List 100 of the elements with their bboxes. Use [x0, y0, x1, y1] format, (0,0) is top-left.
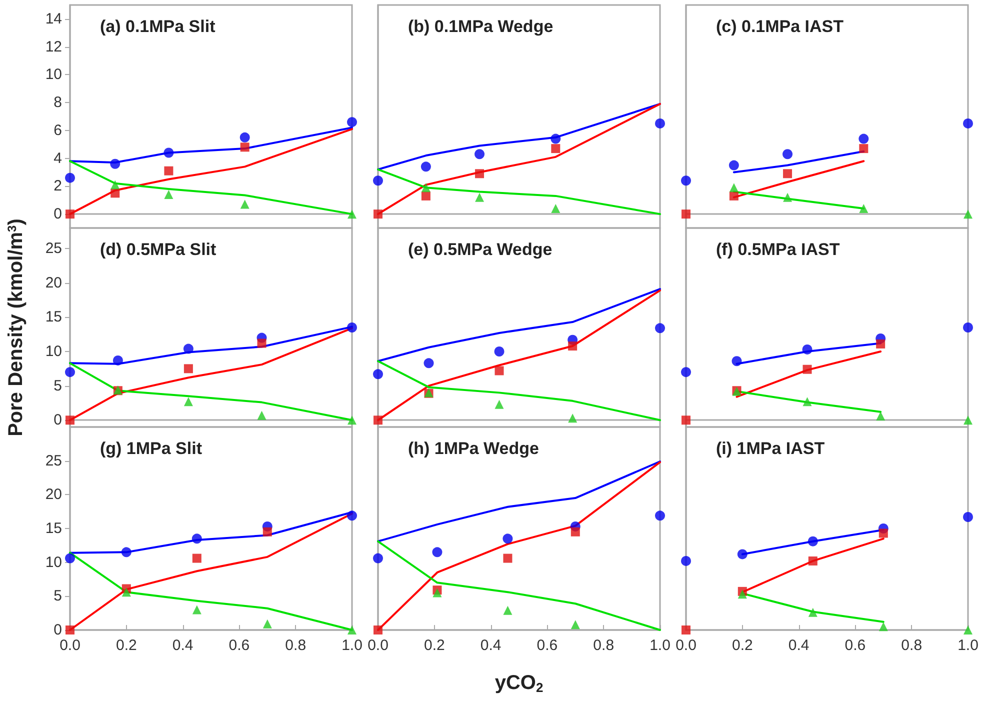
x-tick-label: 1.0 — [958, 637, 978, 654]
point — [737, 549, 748, 560]
point — [474, 149, 485, 160]
point — [878, 528, 888, 538]
y-tick-label: 15 — [45, 308, 62, 326]
point — [655, 510, 665, 521]
point — [65, 172, 75, 183]
point — [964, 416, 972, 425]
point — [802, 397, 812, 406]
point — [65, 367, 75, 378]
point — [681, 367, 691, 378]
y-tick-label: 14 — [45, 10, 62, 28]
point — [782, 149, 793, 160]
x-tick-label: 0.8 — [285, 637, 306, 654]
point — [655, 323, 665, 334]
x-tick-label: 0.2 — [116, 637, 137, 654]
point — [859, 204, 868, 213]
point — [494, 346, 504, 357]
point — [551, 144, 560, 154]
point — [503, 606, 512, 615]
point — [110, 180, 120, 190]
point — [432, 547, 442, 558]
point — [122, 588, 131, 597]
point — [112, 355, 123, 366]
text: (f) 0.5MPa IAST — [716, 240, 840, 259]
y-tick-label: 25 — [45, 452, 62, 470]
point — [164, 190, 174, 200]
point — [963, 512, 973, 522]
point — [110, 158, 120, 169]
text: (i) 1MPa IAST — [716, 439, 826, 458]
x-tick-label: 0.6 — [228, 637, 250, 654]
point — [164, 166, 174, 176]
point — [164, 148, 174, 158]
text: (h) 1MPa Wedge — [408, 439, 539, 458]
point — [570, 527, 580, 536]
y-tick-label: 5 — [54, 588, 62, 605]
y-tick-label: 12 — [45, 38, 62, 56]
point — [783, 169, 792, 178]
y-tick-label: 8 — [54, 94, 62, 112]
point — [475, 169, 484, 178]
point — [240, 142, 250, 152]
point — [732, 356, 742, 366]
point — [347, 117, 357, 128]
y-tick-label: 0 — [54, 622, 62, 638]
point — [121, 547, 132, 558]
y-tick-label: 10 — [45, 554, 62, 571]
text: (a) 0.1MPa Slit — [100, 17, 216, 36]
text: (g) 1MPa Slit — [100, 439, 202, 458]
point — [551, 204, 560, 213]
x-tick-label: 0.0 — [676, 637, 696, 654]
point — [192, 605, 202, 614]
x-tick-label: 0.2 — [732, 637, 753, 654]
point — [373, 369, 383, 380]
point — [682, 626, 690, 634]
y-tick-label: 15 — [45, 520, 62, 537]
point — [570, 620, 580, 630]
y-tick-label: 0 — [54, 206, 62, 223]
x-tick-label: 0.0 — [60, 637, 80, 654]
text: (b) 0.1MPa Wedge — [408, 17, 554, 36]
point — [240, 132, 250, 142]
point — [682, 210, 690, 219]
x-tick-label: 0.6 — [536, 637, 558, 654]
point — [858, 134, 869, 144]
x-tick-label: 0.2 — [424, 637, 445, 654]
point — [494, 366, 504, 376]
point — [503, 554, 512, 563]
point — [876, 412, 886, 421]
point — [475, 192, 484, 202]
x-tick-label: 0.4 — [788, 637, 810, 654]
x-tick-label: 0.8 — [593, 637, 614, 654]
point — [876, 339, 886, 348]
x-tick-label: 0.6 — [844, 637, 866, 654]
point — [257, 338, 266, 348]
point — [738, 590, 747, 599]
point — [432, 588, 442, 598]
point — [374, 416, 382, 425]
point — [494, 400, 504, 409]
text: (e) 0.5MPa Wedge — [408, 240, 552, 259]
point — [347, 510, 357, 521]
y-axis-title: Pore Density (kmol/m3) — [5, 218, 27, 436]
point — [374, 626, 382, 634]
point — [568, 414, 578, 423]
point — [568, 342, 578, 351]
point — [682, 416, 690, 425]
point — [421, 183, 430, 192]
point — [262, 527, 272, 536]
text: (d) 0.5MPa Slit — [100, 240, 217, 259]
y-tick-label: 25 — [45, 240, 62, 258]
point — [859, 144, 868, 154]
y-tick-label: 10 — [45, 343, 62, 360]
point — [421, 191, 430, 200]
y-tick-label: 6 — [54, 122, 62, 139]
point — [347, 322, 357, 332]
x-tick-label: 0.0 — [368, 637, 388, 654]
point — [420, 162, 431, 172]
text: (c) 0.1MPa IAST — [716, 17, 844, 36]
y-tick-label: 5 — [54, 377, 62, 394]
point — [963, 118, 973, 128]
y-tick-label: 2 — [54, 178, 62, 195]
point — [655, 118, 665, 128]
